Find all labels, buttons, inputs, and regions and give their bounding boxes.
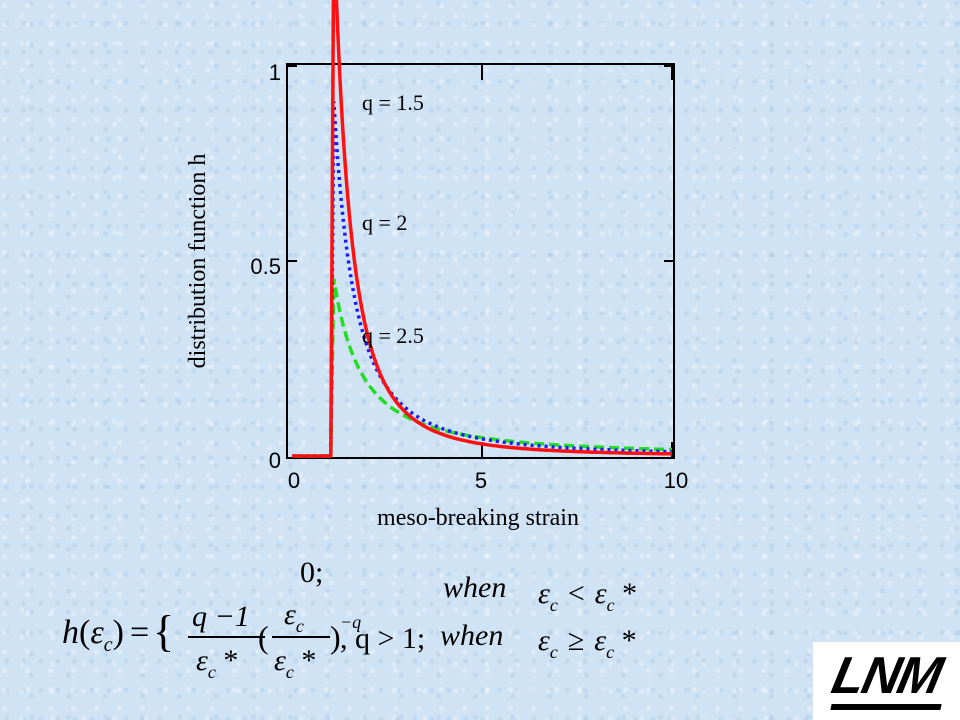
x-tick-label-5: 5 [475,468,487,493]
condition-2: εc ≥ εc * [538,624,637,662]
axis-ticks [287,64,674,458]
case1-value: 0; [300,556,323,589]
lnm-logo: LNM [813,642,960,720]
x-tick-label-10: 10 [664,468,688,493]
y-tick-label-0: 0 [269,448,281,473]
x-axis-label: meso-breaking strain [377,505,579,531]
series-label-q2.5: q = 2.5 [362,323,424,348]
case2-paren-open: ( [258,619,269,655]
series-label-q2: q = 2 [362,210,407,235]
y-tick-labels: 1 0.5 0 [250,60,281,473]
case2-paren-close: ) [330,619,341,655]
series-layer [292,0,673,458]
case2-inner-numerator: εc [284,598,304,636]
y-tick-label-0.5: 0.5 [250,254,281,279]
case2-inner-denominator: εc * [274,644,316,682]
x-tick-label-0: 0 [288,468,300,493]
formula-lhs: h(εc) = [62,614,149,656]
case2-exponent: −q [340,612,361,632]
y-axis-label: distribution function h [185,154,211,369]
condition-1: εc < εc * [538,577,637,615]
case2-numerator: q −1 [192,600,250,633]
series-line-1_5 [292,278,672,458]
x-tick-labels: 0 5 10 [288,468,688,493]
formula-brace: { [153,607,174,656]
y-tick-label-1: 1 [269,60,281,85]
when-2: when [440,619,503,652]
formula: h(εc) = { 0; q −1 εc * ( εc εc * ) −q , q… [62,556,637,682]
series-line-2_5 [292,0,673,458]
case2-tail: , q > 1; [340,622,425,655]
series-line-2 [292,101,672,458]
case2-denominator: εc * [196,644,238,682]
plot-frame [286,63,675,459]
lnm-logo-bar [830,704,942,710]
series-label-q1.5: q = 1.5 [362,90,424,115]
when-1: when [443,571,506,604]
lnm-logo-text: LNM [827,647,946,705]
